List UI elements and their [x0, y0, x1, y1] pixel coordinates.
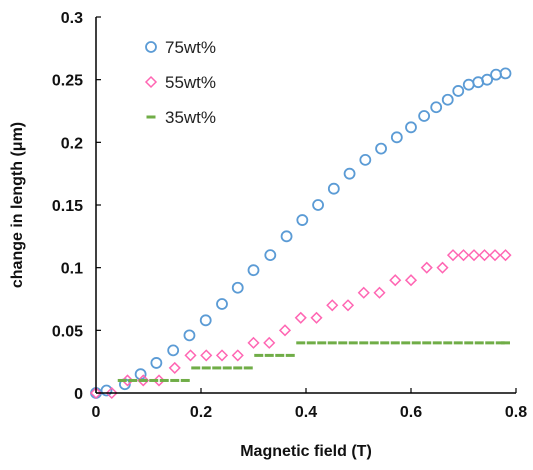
data-point — [278, 324, 292, 337]
data-point — [168, 361, 181, 374]
legend-label: 35wt% — [165, 108, 216, 127]
data-point — [296, 214, 309, 226]
data-point — [137, 374, 150, 387]
data-point — [100, 384, 113, 397]
plot-area: 0 0.2 0.4 0.6 0.8 0 0.05 0.1 0.15 0.2 0.25 0.3 — [52, 10, 527, 421]
data-point — [152, 374, 166, 387]
data-point — [183, 329, 196, 342]
data-point — [150, 357, 163, 369]
data-point — [184, 349, 197, 362]
data-point — [359, 153, 372, 166]
data-point — [389, 274, 402, 287]
legend-label: 55wt% — [165, 73, 216, 92]
data-point — [436, 261, 449, 274]
legend-marker — [144, 75, 158, 89]
data-point — [441, 93, 454, 106]
y-tick-label: 0.1 — [61, 261, 83, 278]
data-point — [373, 286, 386, 299]
data-point — [467, 249, 481, 262]
data-point — [499, 67, 512, 80]
data-point — [327, 182, 340, 195]
data-point — [121, 374, 134, 387]
y-tick-label: 0.25 — [52, 73, 83, 90]
data-point — [247, 336, 260, 349]
legend-label: 75wt% — [165, 38, 216, 57]
y-axis-ticks: 0 0.05 0.1 0.15 0.2 0.25 0.3 — [52, 10, 101, 403]
data-point — [457, 249, 470, 262]
data-point — [341, 299, 355, 312]
x-tick-label: 0.8 — [505, 404, 527, 421]
data-point — [199, 314, 212, 327]
data-point — [326, 299, 339, 312]
data-point — [294, 311, 307, 324]
data-point — [499, 249, 512, 262]
data-point — [89, 386, 103, 400]
data-point — [231, 281, 244, 294]
y-tick-label: 0.3 — [61, 10, 83, 27]
data-point — [231, 349, 244, 362]
data-point — [478, 249, 491, 262]
x-axis-title: Magnetic field (T) — [240, 443, 372, 460]
legend-marker — [145, 41, 157, 53]
y-tick-label: 0.2 — [61, 135, 83, 152]
data-point — [357, 286, 370, 299]
data-point — [200, 349, 213, 362]
data-point — [105, 386, 118, 400]
data-point — [167, 344, 180, 357]
x-axis-ticks: 0 0.2 0.4 0.6 0.8 — [92, 388, 527, 421]
data-point — [264, 249, 277, 262]
y-tick-label: 0 — [74, 386, 83, 403]
legend-item: 35wt% — [146, 108, 216, 127]
data-point — [312, 199, 324, 211]
data-point — [215, 349, 229, 362]
data-point — [418, 110, 431, 122]
data-point — [481, 73, 494, 86]
x-tick-label: 0.2 — [190, 404, 212, 421]
data-point — [263, 336, 276, 349]
data-point — [452, 85, 465, 97]
legend: 75wt% 55wt% 35wt% — [144, 38, 216, 127]
data-point — [375, 142, 387, 155]
x-tick-label: 0.6 — [400, 404, 422, 421]
data-point — [280, 230, 293, 243]
series-diamond — [89, 249, 512, 400]
data-point — [405, 121, 417, 134]
y-tick-label: 0.05 — [52, 323, 83, 340]
legend-item: 75wt% — [145, 38, 216, 57]
y-axis-title: change in length (μm) — [9, 122, 26, 288]
data-point — [310, 311, 323, 324]
y-tick-label: 0.15 — [52, 198, 83, 215]
data-point — [247, 264, 260, 277]
data-point — [420, 261, 433, 274]
data-point — [390, 131, 403, 144]
x-tick-label: 0.4 — [295, 404, 317, 421]
plot-background — [96, 17, 516, 393]
data-point — [404, 274, 418, 287]
legend-item: 55wt% — [144, 73, 216, 92]
data-point — [488, 249, 502, 262]
x-tick-label: 0 — [92, 404, 101, 421]
series-marks — [89, 67, 512, 400]
data-point — [343, 167, 356, 180]
data-point — [446, 249, 460, 262]
data-point — [216, 298, 228, 310]
data-point — [430, 101, 443, 114]
series-dash — [117, 341, 510, 382]
